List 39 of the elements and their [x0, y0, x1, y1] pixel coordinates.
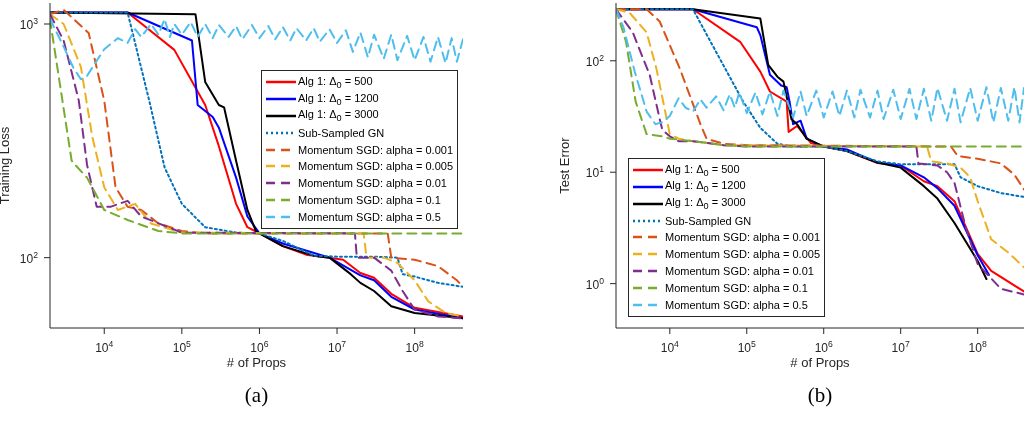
y-tick-label: 10$^{1}$: [585, 164, 605, 181]
legend-label: Momentum SGD: alpha = 0.1: [665, 281, 808, 294]
x-tick-label: 10$^{7}$: [891, 339, 910, 355]
text: (b): [806, 383, 834, 408]
legend-label: Alg 1: Δ$_{0}$ = 3000: [298, 108, 379, 124]
legend-label: Momentum SGD: alpha = 0.5: [298, 210, 441, 223]
legend-label: Momentum SGD: alpha = 0.001: [298, 143, 453, 156]
y-tick-label: 10$^{2}$: [585, 52, 605, 69]
x-tick-label: 10$^{5}$: [737, 339, 757, 355]
y-tick-label: 10$^{2}$: [19, 249, 39, 266]
x-tick-label: 10$^{7}$: [327, 339, 347, 355]
x-tick-label: 10$^{8}$: [405, 339, 424, 355]
legend-label: Momentum SGD: alpha = 0.001: [665, 231, 820, 244]
x-tick-label: 10$^{6}$: [814, 339, 834, 355]
legend-label: Sub-Sampled GN: [298, 126, 385, 139]
legend-label: Sub-Sampled GN: [665, 214, 752, 227]
text: (a): [243, 383, 270, 408]
x-axis-title: # of Props: [226, 355, 287, 370]
y-tick-label: 10$^{3}$: [19, 16, 39, 33]
legend-label: Momentum SGD: alpha = 0.5: [665, 298, 808, 311]
legend-label: Alg 1: Δ$_{0}$ = 500: [665, 162, 740, 178]
x-tick-label: 10$^{4}$: [660, 339, 680, 355]
legend-label: Momentum SGD: alpha = 0.01: [665, 265, 814, 277]
x-tick-label: 10$^{5}$: [172, 339, 192, 355]
y-axis-title: Test Error: [556, 136, 572, 194]
legend-label: Alg 1: Δ$_{0}$ = 500: [298, 74, 373, 90]
y-tick-label: 10$^{0}$: [585, 275, 605, 292]
legend-label: Alg 1: Δ$_{0}$ = 3000: [665, 196, 746, 212]
x-tick-label: 10$^{6}$: [250, 339, 269, 355]
legend-label: Momentum SGD: alpha = 0.005: [665, 248, 820, 261]
legend-label: Momentum SGD: alpha = 0.01: [298, 177, 447, 190]
legend-label: Alg 1: Δ$_{0}$ = 1200: [665, 179, 746, 195]
x-tick-label: 10$^{8}$: [968, 339, 987, 355]
x-tick-label: 10$^{4}$: [95, 339, 114, 355]
legend-label: Alg 1: Δ$_{0}$ = 1200: [298, 91, 379, 107]
legend-label: Momentum SGD: alpha = 0.1: [298, 193, 441, 206]
y-axis-title: Training Loss: [0, 126, 12, 205]
x-axis-title: # of Props: [790, 355, 851, 370]
legend-label: Momentum SGD: alpha = 0.005: [298, 160, 453, 173]
